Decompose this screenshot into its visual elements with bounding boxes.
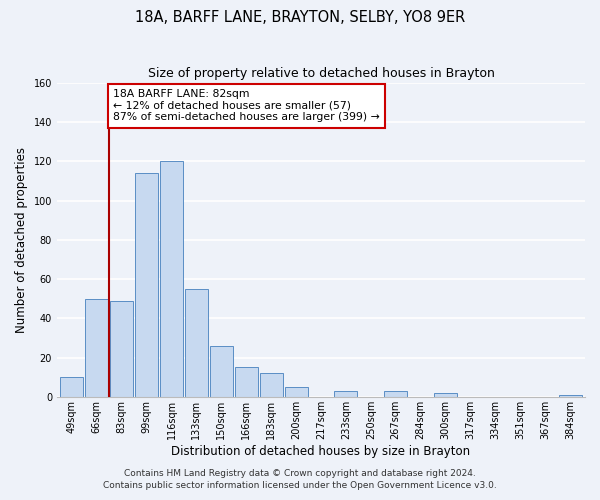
Bar [235, 368, 257, 397]
Bar [334, 391, 358, 397]
Text: 18A BARFF LANE: 82sqm
← 12% of detached houses are smaller (57)
87% of semi-deta: 18A BARFF LANE: 82sqm ← 12% of detached … [113, 89, 380, 122]
Bar [559, 395, 581, 397]
Bar [260, 374, 283, 397]
Bar [185, 289, 208, 397]
Bar [85, 298, 108, 397]
Y-axis label: Number of detached properties: Number of detached properties [15, 147, 28, 333]
Bar [434, 393, 457, 397]
Bar [384, 391, 407, 397]
Bar [61, 377, 83, 397]
Bar [160, 162, 183, 397]
X-axis label: Distribution of detached houses by size in Brayton: Distribution of detached houses by size … [172, 444, 470, 458]
Bar [284, 387, 308, 397]
Text: Contains HM Land Registry data © Crown copyright and database right 2024.
Contai: Contains HM Land Registry data © Crown c… [103, 468, 497, 490]
Text: 18A, BARFF LANE, BRAYTON, SELBY, YO8 9ER: 18A, BARFF LANE, BRAYTON, SELBY, YO8 9ER [135, 10, 465, 25]
Bar [210, 346, 233, 397]
Title: Size of property relative to detached houses in Brayton: Size of property relative to detached ho… [148, 68, 494, 80]
Bar [135, 174, 158, 397]
Bar [110, 300, 133, 397]
